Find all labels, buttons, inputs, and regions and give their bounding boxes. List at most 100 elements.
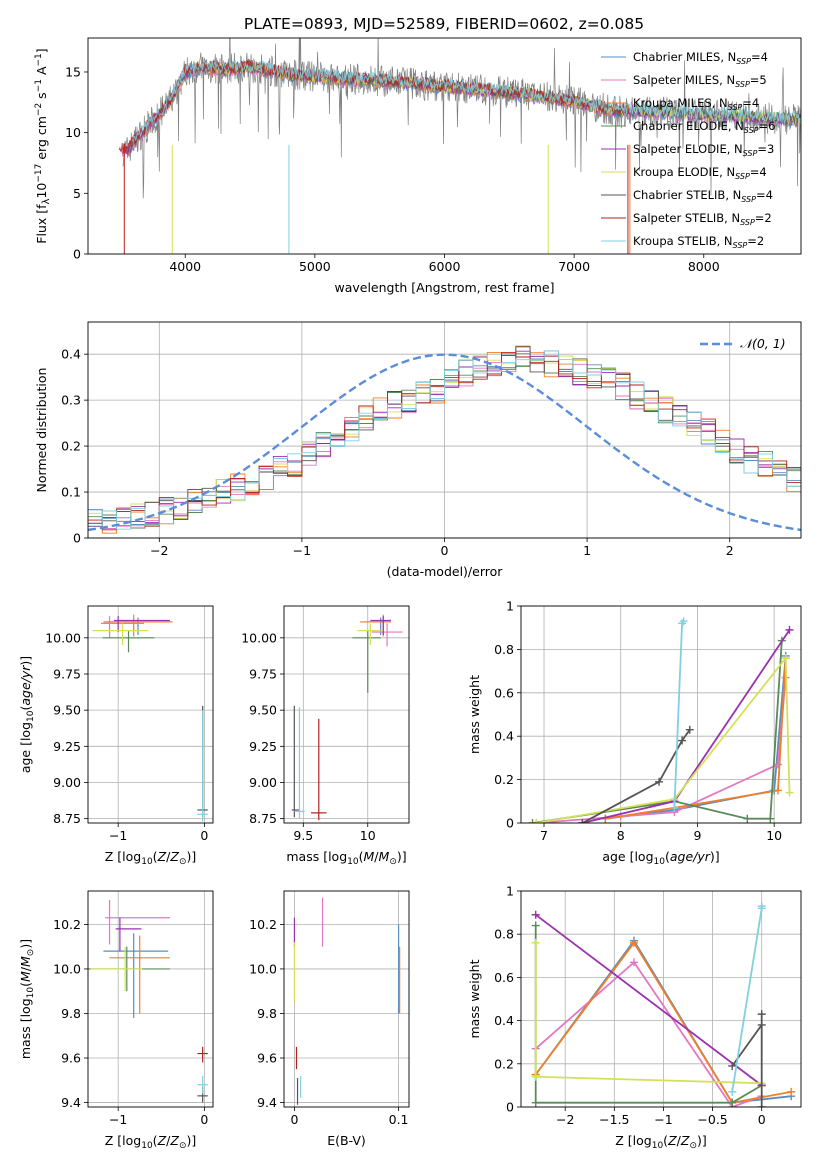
legend-entry: Chabrier STELIB, NSSP=4 — [633, 188, 773, 204]
x-tick-label: −1.5 — [599, 1112, 629, 1127]
x-tick-label: 5000 — [299, 259, 331, 274]
panel-weight_vs_age: 7 8 9 10 0 0.2 0.4 0.6 0.8 1 age [log10(age/yr)] ma… — [467, 599, 802, 867]
x-tick-label: 0 — [441, 543, 449, 558]
x-tick-label: 0 — [200, 828, 208, 843]
errorbar-point — [92, 623, 149, 646]
weight-marker — [531, 1072, 540, 1081]
y-tick-label: 9.6 — [257, 1051, 277, 1066]
y-tick-label: 9.25 — [53, 739, 81, 754]
weight-marker — [787, 1087, 796, 1096]
weight-marker — [528, 819, 537, 823]
plot-area — [293, 897, 401, 1105]
panel-weight_vs_Z: −2 −1.5 −1 −0.5 0 0 0.2 0.4 0.6 0.8 1 Z [log10(Z/Z⊙… — [467, 884, 802, 1151]
legend: 𝒩(0, 1) — [700, 336, 786, 351]
y-tick-label: 10 — [65, 125, 81, 140]
x-tick-label: −0.5 — [697, 1112, 727, 1127]
errorbar-point — [113, 616, 170, 633]
y-tick-label: 8.75 — [53, 811, 81, 826]
x-tick-label: −1 — [654, 1112, 672, 1127]
x-tick-label: 4000 — [169, 259, 201, 274]
y-tick-label: 0 — [73, 247, 81, 262]
y-tick-label: 9.25 — [249, 739, 277, 754]
x-tick-label: 10 — [766, 828, 782, 843]
figure-title: PLATE=0893, MJD=52589, FIBERID=0602, z=0… — [244, 15, 644, 33]
x-axis-label: wavelength [Angstrom, rest frame] — [334, 280, 554, 295]
y-tick-label: 9.8 — [257, 1006, 277, 1021]
x-tick-label: 10 — [360, 828, 376, 843]
y-tick-label: 9.4 — [257, 1095, 277, 1110]
x-tick-label: −2 — [556, 1112, 574, 1127]
errorbar-point — [197, 710, 208, 822]
errorbar-point — [352, 630, 381, 693]
y-tick-label: 0.4 — [494, 1013, 514, 1028]
legend-entry: Kroupa ELODIE, NSSP=4 — [633, 165, 767, 181]
weight-marker — [757, 1103, 766, 1107]
x-tick-label: 1 — [583, 543, 591, 558]
errorbar-point — [294, 707, 305, 819]
weight-marker — [685, 725, 694, 734]
errorbar-point — [109, 935, 170, 1014]
y-tick-label: 0.4 — [61, 347, 81, 362]
plot-area — [118, 38, 801, 254]
y-tick-label: 10.0 — [53, 961, 81, 976]
plot-area — [528, 617, 794, 823]
weight-marker — [743, 814, 752, 823]
panel-mass_vs_ebv: 0 0.1 9.4 9.6 9.8 10.0 10.2 E(B-V) — [249, 890, 410, 1148]
panel-mass_vs_Z: −1 0 9.4 9.6 9.8 10.0 10.2 Z [log10(Z/Z⊙)] mass … — [18, 890, 214, 1151]
weight-marker — [757, 1010, 766, 1019]
x-tick-label: 0 — [200, 1112, 208, 1127]
weight-marker — [728, 1098, 737, 1107]
x-tick-label: 8 — [617, 828, 625, 843]
y-tick-label: 9.75 — [53, 666, 81, 681]
weight-marker — [629, 938, 638, 947]
y-tick-label: 5 — [73, 186, 81, 201]
panel-spectrum: 4000 5000 6000 7000 8000 0 5 10 15 wavelength [An… — [34, 37, 802, 295]
errorbar-point — [90, 946, 143, 992]
y-tick-label: 15 — [65, 64, 81, 79]
y-tick-label: 0.4 — [494, 729, 514, 744]
legend-entry: Chabrier ELODIE, NSSP=6 — [633, 119, 775, 135]
y-tick-label: 0 — [73, 531, 81, 546]
y-tick-label: 1 — [506, 884, 514, 899]
weight-marker — [531, 910, 540, 919]
y-tick-label: 0.1 — [61, 485, 81, 500]
legend-entry: 𝒩(0, 1) — [740, 336, 786, 351]
legend-entry: Salpeter MILES, NSSP=5 — [633, 73, 767, 89]
weight-marker — [655, 777, 664, 786]
weight-marker — [757, 902, 766, 911]
errorbar-point — [370, 616, 391, 635]
y-tick-label: 0.8 — [494, 642, 514, 657]
x-tick-label: −1 — [109, 828, 127, 843]
weight-marker — [785, 788, 794, 797]
weight-marker — [679, 617, 688, 626]
histogram-series — [88, 352, 801, 531]
y-tick-label: 0 — [506, 1100, 514, 1115]
axes-frame — [283, 605, 410, 824]
y-tick-label: 10.2 — [53, 917, 81, 932]
y-axis-label: Normed distribution — [34, 368, 49, 493]
x-tick-label: 7000 — [558, 259, 590, 274]
panel-age_vs_mass: 9.5 10 8.75 9.00 9.25 9.50 9.75 10.00 mass [log1… — [241, 605, 410, 867]
errorbar-point — [371, 623, 403, 647]
errorbar-point — [197, 1075, 208, 1094]
y-tick-label: 0.2 — [494, 772, 514, 787]
x-tick-label: 0 — [290, 1112, 298, 1127]
plot-area — [88, 899, 208, 1103]
y-tick-label: 0.2 — [494, 1056, 514, 1071]
plot-area — [291, 614, 403, 821]
x-axis-label: Z [log10(Z/Z⊙)] — [615, 1133, 707, 1151]
axes-frame — [87, 605, 214, 824]
x-tick-label: 0 — [758, 1112, 766, 1127]
panel-residuals: −2 −1 0 1 2 0 0.1 0.2 0.3 0.4 (data-model)/error No… — [34, 321, 802, 579]
axes-frame — [87, 890, 214, 1108]
x-tick-label: 0.1 — [389, 1112, 409, 1127]
weight-series — [728, 1010, 766, 1107]
x-axis-label: Z [log10(Z/Z⊙)] — [105, 1133, 197, 1151]
axes-frame — [283, 890, 410, 1108]
errorbar-point — [197, 1046, 208, 1063]
y-tick-label: 9.00 — [249, 775, 277, 790]
x-axis-label: mass [log10(M/M⊙)] — [286, 849, 406, 867]
weight-marker — [670, 803, 679, 812]
axes-frame — [520, 605, 802, 824]
y-tick-label: 10.2 — [249, 917, 277, 932]
